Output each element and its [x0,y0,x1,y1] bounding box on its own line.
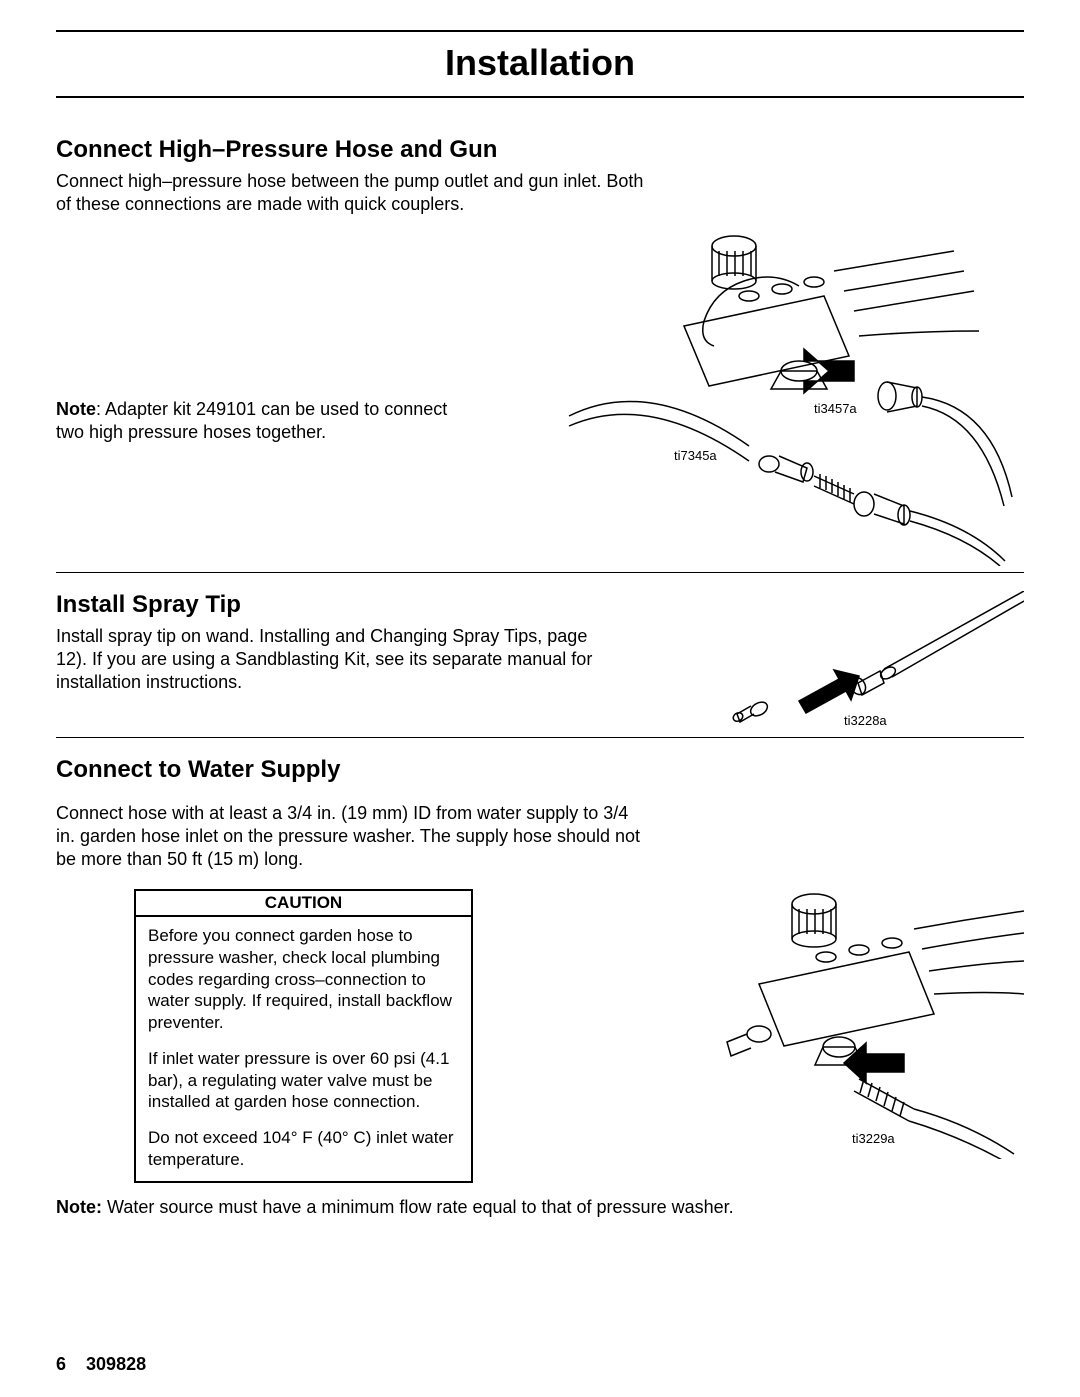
title-underline [56,96,1024,98]
divider-1 [56,572,1024,573]
caution-p3: Do not exceed 104° F (40° C) inlet water… [148,1127,459,1171]
pump-hose-illustration [524,216,1024,566]
bottom-note-text: Water source must have a minimum flow ra… [102,1197,734,1217]
figure-water-supply: ti3229a [704,879,1024,1159]
page-title: Installation [56,42,1024,84]
figure-pump-hose: ti3457a ti7345a [524,216,1024,566]
row-hose: Note: Adapter kit 249101 can be used to … [56,216,1024,566]
fig-label-ti7345a: ti7345a [674,448,717,463]
text-water-supply: Connect hose with at least a 3/4 in. (19… [56,802,646,871]
divider-2 [56,737,1024,738]
bottom-note-label: Note: [56,1197,102,1217]
fig-label-ti3228a: ti3228a [844,713,887,728]
spray-tip-illustration [724,591,1024,731]
section-water-supply: Connect to Water Supply Connect hose wit… [56,756,1024,1218]
caution-column: CAUTION Before you connect garden hose t… [56,879,473,1183]
note-body: : Adapter kit 249101 can be used to conn… [56,399,447,442]
water-supply-illustration [704,879,1024,1159]
page: Installation Connect High–Pressure Hose … [0,0,1080,1397]
heading-water-supply: Connect to Water Supply [56,756,1024,784]
bottom-note: Note: Water source must have a minimum f… [56,1197,1024,1218]
section-connect-hose: Connect High–Pressure Hose and Gun Conne… [56,136,1024,566]
caution-title: CAUTION [136,891,471,917]
page-number: 6 [56,1354,66,1374]
figure-spray-tip: ti3228a [724,591,1024,731]
footer: 6 309828 [56,1354,146,1375]
section-spray-tip: Install Spray Tip Install spray tip on w… [56,591,1024,731]
fig-label-ti3457a: ti3457a [814,401,857,416]
note-adapter-kit: Note: Adapter kit 249101 can be used to … [56,398,476,444]
note-label: Note [56,399,96,419]
caution-p2: If inlet water pressure is over 60 psi (… [148,1048,459,1113]
text-spray-tip: Install spray tip on wand. Installing an… [56,625,616,694]
fig-label-ti3229a: ti3229a [852,1131,895,1146]
doc-number: 309828 [86,1354,146,1374]
caution-body: Before you connect garden hose to pressu… [136,917,471,1181]
caution-p1: Before you connect garden hose to pressu… [148,925,459,1034]
top-rule [56,30,1024,32]
caution-box: CAUTION Before you connect garden hose t… [134,889,473,1183]
heading-spray-tip: Install Spray Tip [56,591,724,619]
heading-connect-hose: Connect High–Pressure Hose and Gun [56,136,1024,164]
text-connect-hose: Connect high–pressure hose between the p… [56,170,656,216]
